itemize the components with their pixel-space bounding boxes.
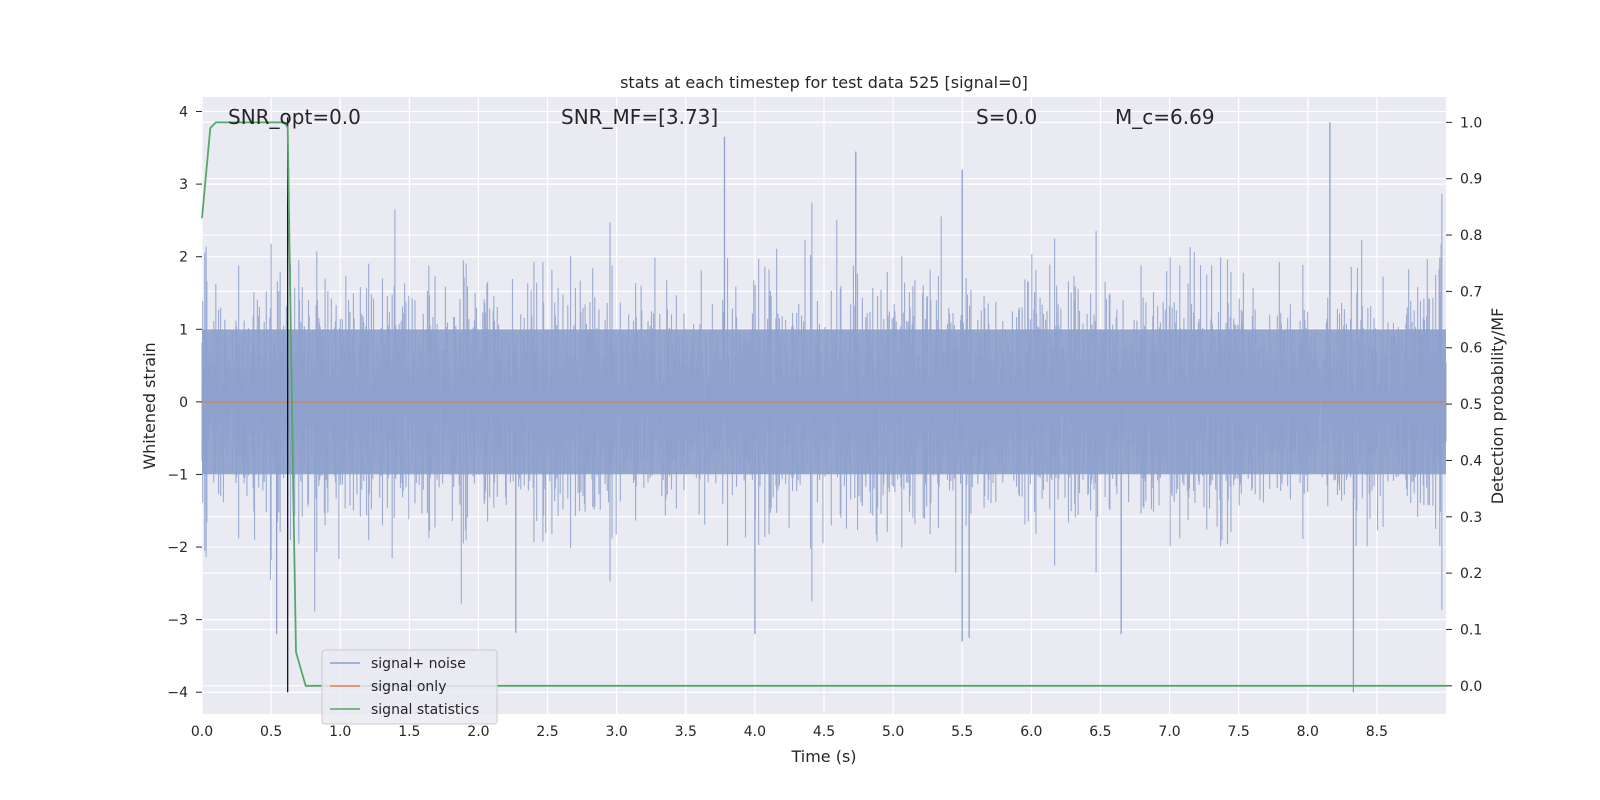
y-right-tick-label: 0.6 [1460, 341, 1482, 357]
y-axis-label: Whitened strain [140, 342, 159, 469]
y-right-tick-label: 0.8 [1460, 228, 1482, 244]
x-tick-label: 3.5 [675, 724, 697, 740]
y-tick-label: −1 [167, 467, 188, 483]
y-right-tick-label: 1.0 [1460, 115, 1482, 131]
y-tick-label: 1 [179, 322, 188, 338]
y-tick-label: −2 [167, 540, 188, 556]
x-tick-label: 6.0 [1020, 724, 1042, 740]
tick-labels: 0.0 0.5 1.0 1.5 2.0 2.5 3.0 3.5 4.0 4.5 5.0 5.5 6.0 6… [167, 105, 1482, 740]
series-signal-statistics [201, 121, 1446, 687]
annotation-snr-mf: SNR_MF=[3.73] [561, 105, 718, 129]
y-right-tick-label: 0.9 [1460, 172, 1482, 188]
series-lines [201, 117, 1446, 693]
y-right-tick-label: 0.7 [1460, 284, 1482, 300]
y-tick-label: 0 [179, 395, 188, 411]
y-tick-label: 3 [179, 177, 188, 193]
y-right-tick-label: 0.1 [1460, 622, 1482, 638]
x-tick-label: 8.5 [1366, 724, 1388, 740]
x-tick-label: 5.5 [951, 724, 973, 740]
legend-box [321, 649, 498, 725]
legend-label-signal-statistics: signal statistics [371, 702, 479, 718]
y-tick-label: −4 [167, 685, 188, 701]
y-axis-right-label: Detection probability/MF [1488, 308, 1507, 505]
annotation-s-val: S=0.0 [976, 105, 1037, 129]
annotations: SNR_opt=0.0 SNR_MF=[3.73] S=0.0 M_c=6.69 [228, 105, 1215, 129]
x-axis-label: Time (s) [790, 747, 856, 766]
x-tick-label: 0.5 [260, 724, 282, 740]
x-tick-label: 6.5 [1089, 724, 1111, 740]
x-tick-label: 3.0 [606, 724, 628, 740]
x-tick-label: 1.0 [329, 724, 351, 740]
y-tick-label: 4 [179, 105, 188, 121]
x-tick-label: 7.5 [1228, 724, 1250, 740]
y-right-tick-label: 0.2 [1460, 566, 1482, 582]
y-right-tick-label: 0.4 [1460, 453, 1482, 469]
annotation-mc-val: M_c=6.69 [1115, 105, 1215, 129]
x-tick-label: 1.5 [398, 724, 420, 740]
x-tick-label: 4.0 [744, 724, 766, 740]
legend: signal+ noise signal only signal statist… [321, 649, 498, 725]
y-tick-label: −3 [167, 613, 188, 629]
legend-label-signal-noise: signal+ noise [371, 656, 466, 672]
x-tick-label: 2.5 [536, 724, 558, 740]
x-tick-label: 8.0 [1297, 724, 1319, 740]
legend-label-signal-only: signal only [371, 679, 446, 695]
x-tick-label: 5.0 [882, 724, 904, 740]
chart-title: stats at each timestep for test data 525… [620, 73, 1028, 92]
y-right-tick-label: 0.5 [1460, 397, 1482, 413]
y-right-tick-label: 0.0 [1460, 679, 1482, 695]
y-tick-label: 2 [179, 250, 188, 266]
x-tick-label: 0.0 [191, 724, 213, 740]
annotation-snr-opt: SNR_opt=0.0 [228, 105, 361, 129]
y-right-tick-label: 0.3 [1460, 510, 1482, 526]
x-tick-label: 7.0 [1158, 724, 1180, 740]
x-tick-label: 4.5 [813, 724, 835, 740]
x-tick-label: 2.0 [467, 724, 489, 740]
